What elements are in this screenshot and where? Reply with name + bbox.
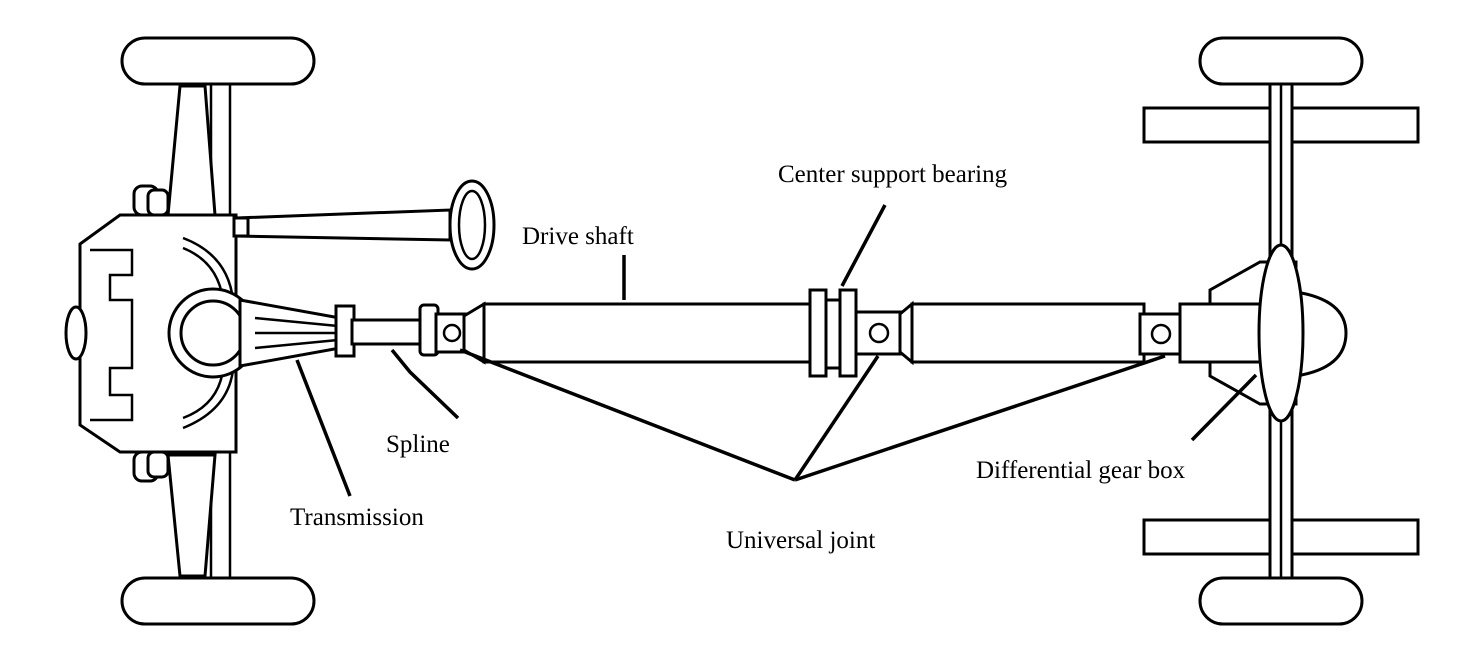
steering-wheel-outer — [448, 179, 496, 271]
pinion-neck — [1178, 302, 1262, 364]
differential-cover — [1294, 290, 1348, 378]
labels: Center support bearing Drive shaft Splin… — [290, 161, 1186, 554]
label-center-support-bearing: Center support bearing — [778, 161, 1008, 188]
steering-column-clamp — [232, 216, 250, 238]
center-bearing-body — [824, 298, 842, 370]
drive-shaft-front-tube — [482, 302, 814, 364]
leader-ujoint-middle — [793, 355, 880, 481]
spline-shaft — [350, 318, 424, 346]
universal-joint-rear — [1138, 312, 1184, 356]
leader-ujoint-rear — [794, 354, 1166, 482]
universal-joint-front — [434, 312, 468, 354]
transmission-assembly — [238, 298, 440, 368]
engine-fin-profile — [90, 248, 134, 422]
front-bottom-wheel — [120, 576, 316, 626]
mount-bracket-2 — [146, 188, 170, 217]
steering-assembly — [232, 179, 496, 271]
mount-bracket-4 — [146, 450, 170, 479]
label-differential-gear-box: Differential gear box — [976, 457, 1186, 484]
engine-block — [64, 213, 259, 454]
leader-ujoint-front — [459, 348, 796, 482]
leader-spline — [390, 348, 460, 420]
drive-shaft-assembly — [434, 288, 1184, 378]
engine-upper-arc — [182, 236, 235, 301]
leader-center-bearing — [840, 204, 887, 287]
rear-top-wheel — [1198, 36, 1364, 86]
drive-shaft-rear-cone — [898, 300, 914, 366]
steering-wheel-inner — [457, 189, 487, 261]
engine-front-pulley — [64, 305, 88, 361]
differential-ring-housing — [1257, 243, 1305, 423]
leader-transmission — [295, 359, 352, 497]
label-spline: Spline — [386, 431, 450, 458]
label-transmission: Transmission — [290, 504, 424, 531]
front-top-wheel — [120, 36, 316, 86]
rear-bottom-wheel — [1198, 576, 1364, 626]
steering-column — [234, 208, 452, 242]
center-bearing-flange-right — [838, 288, 858, 378]
transmission-line-1 — [254, 316, 339, 328]
front-bottom-arm — [166, 453, 217, 578]
label-drive-shaft: Drive shaft — [522, 223, 634, 250]
drive-shaft-rear-tube — [910, 302, 1146, 364]
transmission-line-3 — [254, 338, 339, 350]
front-top-arm — [166, 84, 217, 217]
rear-axle-assembly — [1142, 36, 1420, 626]
universal-joint-middle — [854, 310, 904, 356]
leader-differential — [1190, 373, 1258, 442]
label-universal-joint: Universal joint — [726, 527, 875, 554]
clutch-housing-inner — [179, 299, 247, 367]
center-bearing-flange-left — [808, 288, 828, 378]
engine-lower-arc — [182, 369, 235, 430]
leader-lines — [295, 204, 1258, 497]
